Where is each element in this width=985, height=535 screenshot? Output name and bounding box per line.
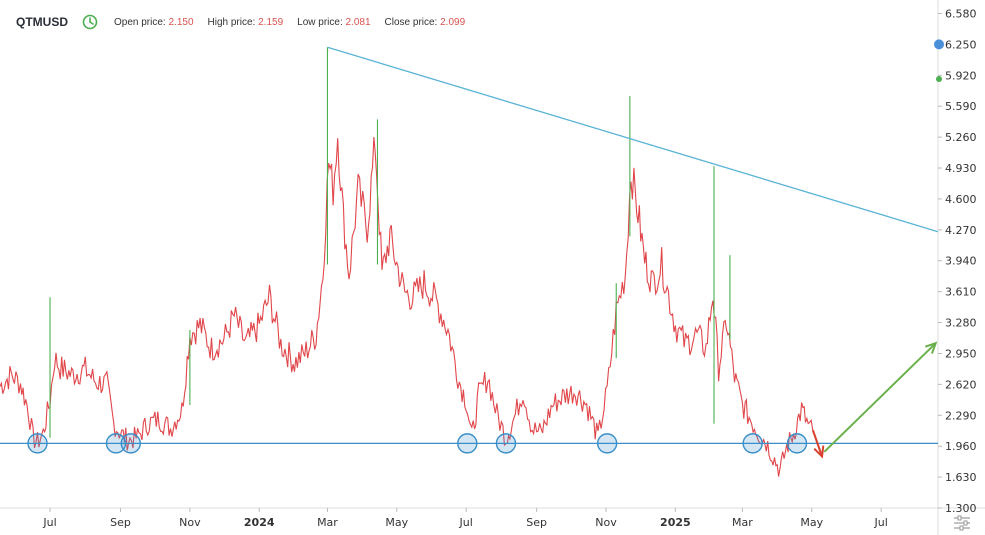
y-tick-label: 1.300: [945, 502, 977, 515]
y-tick-label: 4.270: [945, 224, 977, 237]
price-series: [0, 47, 814, 477]
x-tick-label: Sep: [110, 516, 131, 529]
y-tick-label: 2.290: [945, 409, 977, 422]
support-touch-marker: [596, 433, 618, 454]
current-price-marker: [934, 39, 944, 50]
y-tick-label: 4.600: [945, 193, 977, 206]
support-touch-marker: [105, 433, 127, 454]
projection-up-arrow-head: [924, 341, 938, 354]
close-price-label: Close price:: [384, 16, 438, 28]
open-price-label: Open price:: [114, 16, 166, 28]
low-price-label: Low price:: [297, 16, 343, 28]
y-tick-label: 5.590: [945, 100, 977, 113]
chart-annotations: [0, 46, 939, 459]
support-touch-marker: [495, 433, 517, 454]
y-tick-label: 3.610: [945, 286, 977, 299]
y-tick-label: 3.940: [945, 255, 977, 268]
support-touch-marker: [786, 433, 808, 454]
y-axis: 6.580 6.250 5.920 5.590 5.260 4.930 4.600 4.270…: [934, 7, 977, 515]
x-tick-label: 2024: [244, 516, 275, 529]
x-tick-label: May: [800, 516, 823, 529]
support-touch-marker: [27, 433, 48, 454]
y-tick-label: 6.580: [945, 7, 977, 20]
x-tick-label: Jul: [874, 516, 888, 529]
y-tick-label: 6.250: [945, 38, 977, 51]
x-tick-label: Mar: [732, 516, 753, 529]
support-touch-marker: [742, 433, 763, 454]
x-tick-label: Jul: [42, 516, 56, 529]
close-price-value: 2.099: [440, 16, 466, 28]
x-tick-label: Jul: [459, 516, 473, 529]
projection-down-arrow-shaft: [811, 429, 823, 457]
resistance-trendline: [327, 46, 939, 233]
settings-sliders-icon[interactable]: [953, 515, 971, 531]
x-axis: Jul Sep Nov 2024 Mar May Jul Sep Nov 2025 Mar May Ju…: [42, 508, 888, 529]
close-price: Close price: 2.099: [385, 17, 466, 28]
low-price: Low price: 2.081: [297, 17, 370, 28]
x-tick-label: Nov: [595, 516, 617, 529]
y-tick-label: 1.630: [945, 471, 977, 484]
y-tick-label: 1.960: [945, 440, 977, 453]
open-price-value: 2.150: [168, 16, 194, 28]
open-price: Open price: 2.150: [114, 17, 194, 28]
support-touch-marker: [457, 433, 478, 454]
price-line: [0, 136, 814, 477]
x-tick-label: Sep: [526, 516, 547, 529]
x-tick-label: Mar: [317, 516, 338, 529]
y-tick-label: 4.930: [945, 162, 977, 175]
chart-header: QTMUSD Open price: 2.150 High price: 2.1…: [0, 8, 600, 36]
y-tick-label: 3.280: [945, 317, 977, 330]
projection-up-arrow-shaft: [823, 342, 937, 453]
symbol-label: QTMUSD: [16, 15, 68, 29]
y-tick-label: 5.920: [945, 69, 977, 82]
high-price-label: High price:: [207, 16, 256, 28]
y-tick-label: 2.620: [945, 378, 977, 391]
x-tick-label: May: [385, 516, 408, 529]
x-tick-label: Nov: [179, 516, 201, 529]
support-touch-marker: [120, 433, 141, 454]
clock-icon[interactable]: [82, 14, 98, 30]
low-price-value: 2.081: [345, 16, 371, 28]
high-price-value: 2.159: [258, 16, 284, 28]
high-price: High price: 2.159: [208, 17, 284, 28]
projection-down-arrow-head: [813, 445, 825, 459]
y-tick-label: 5.260: [945, 131, 977, 144]
x-tick-label: 2025: [660, 516, 691, 529]
y-tick-label: 2.950: [945, 347, 977, 360]
secondary-price-marker: [936, 76, 942, 83]
